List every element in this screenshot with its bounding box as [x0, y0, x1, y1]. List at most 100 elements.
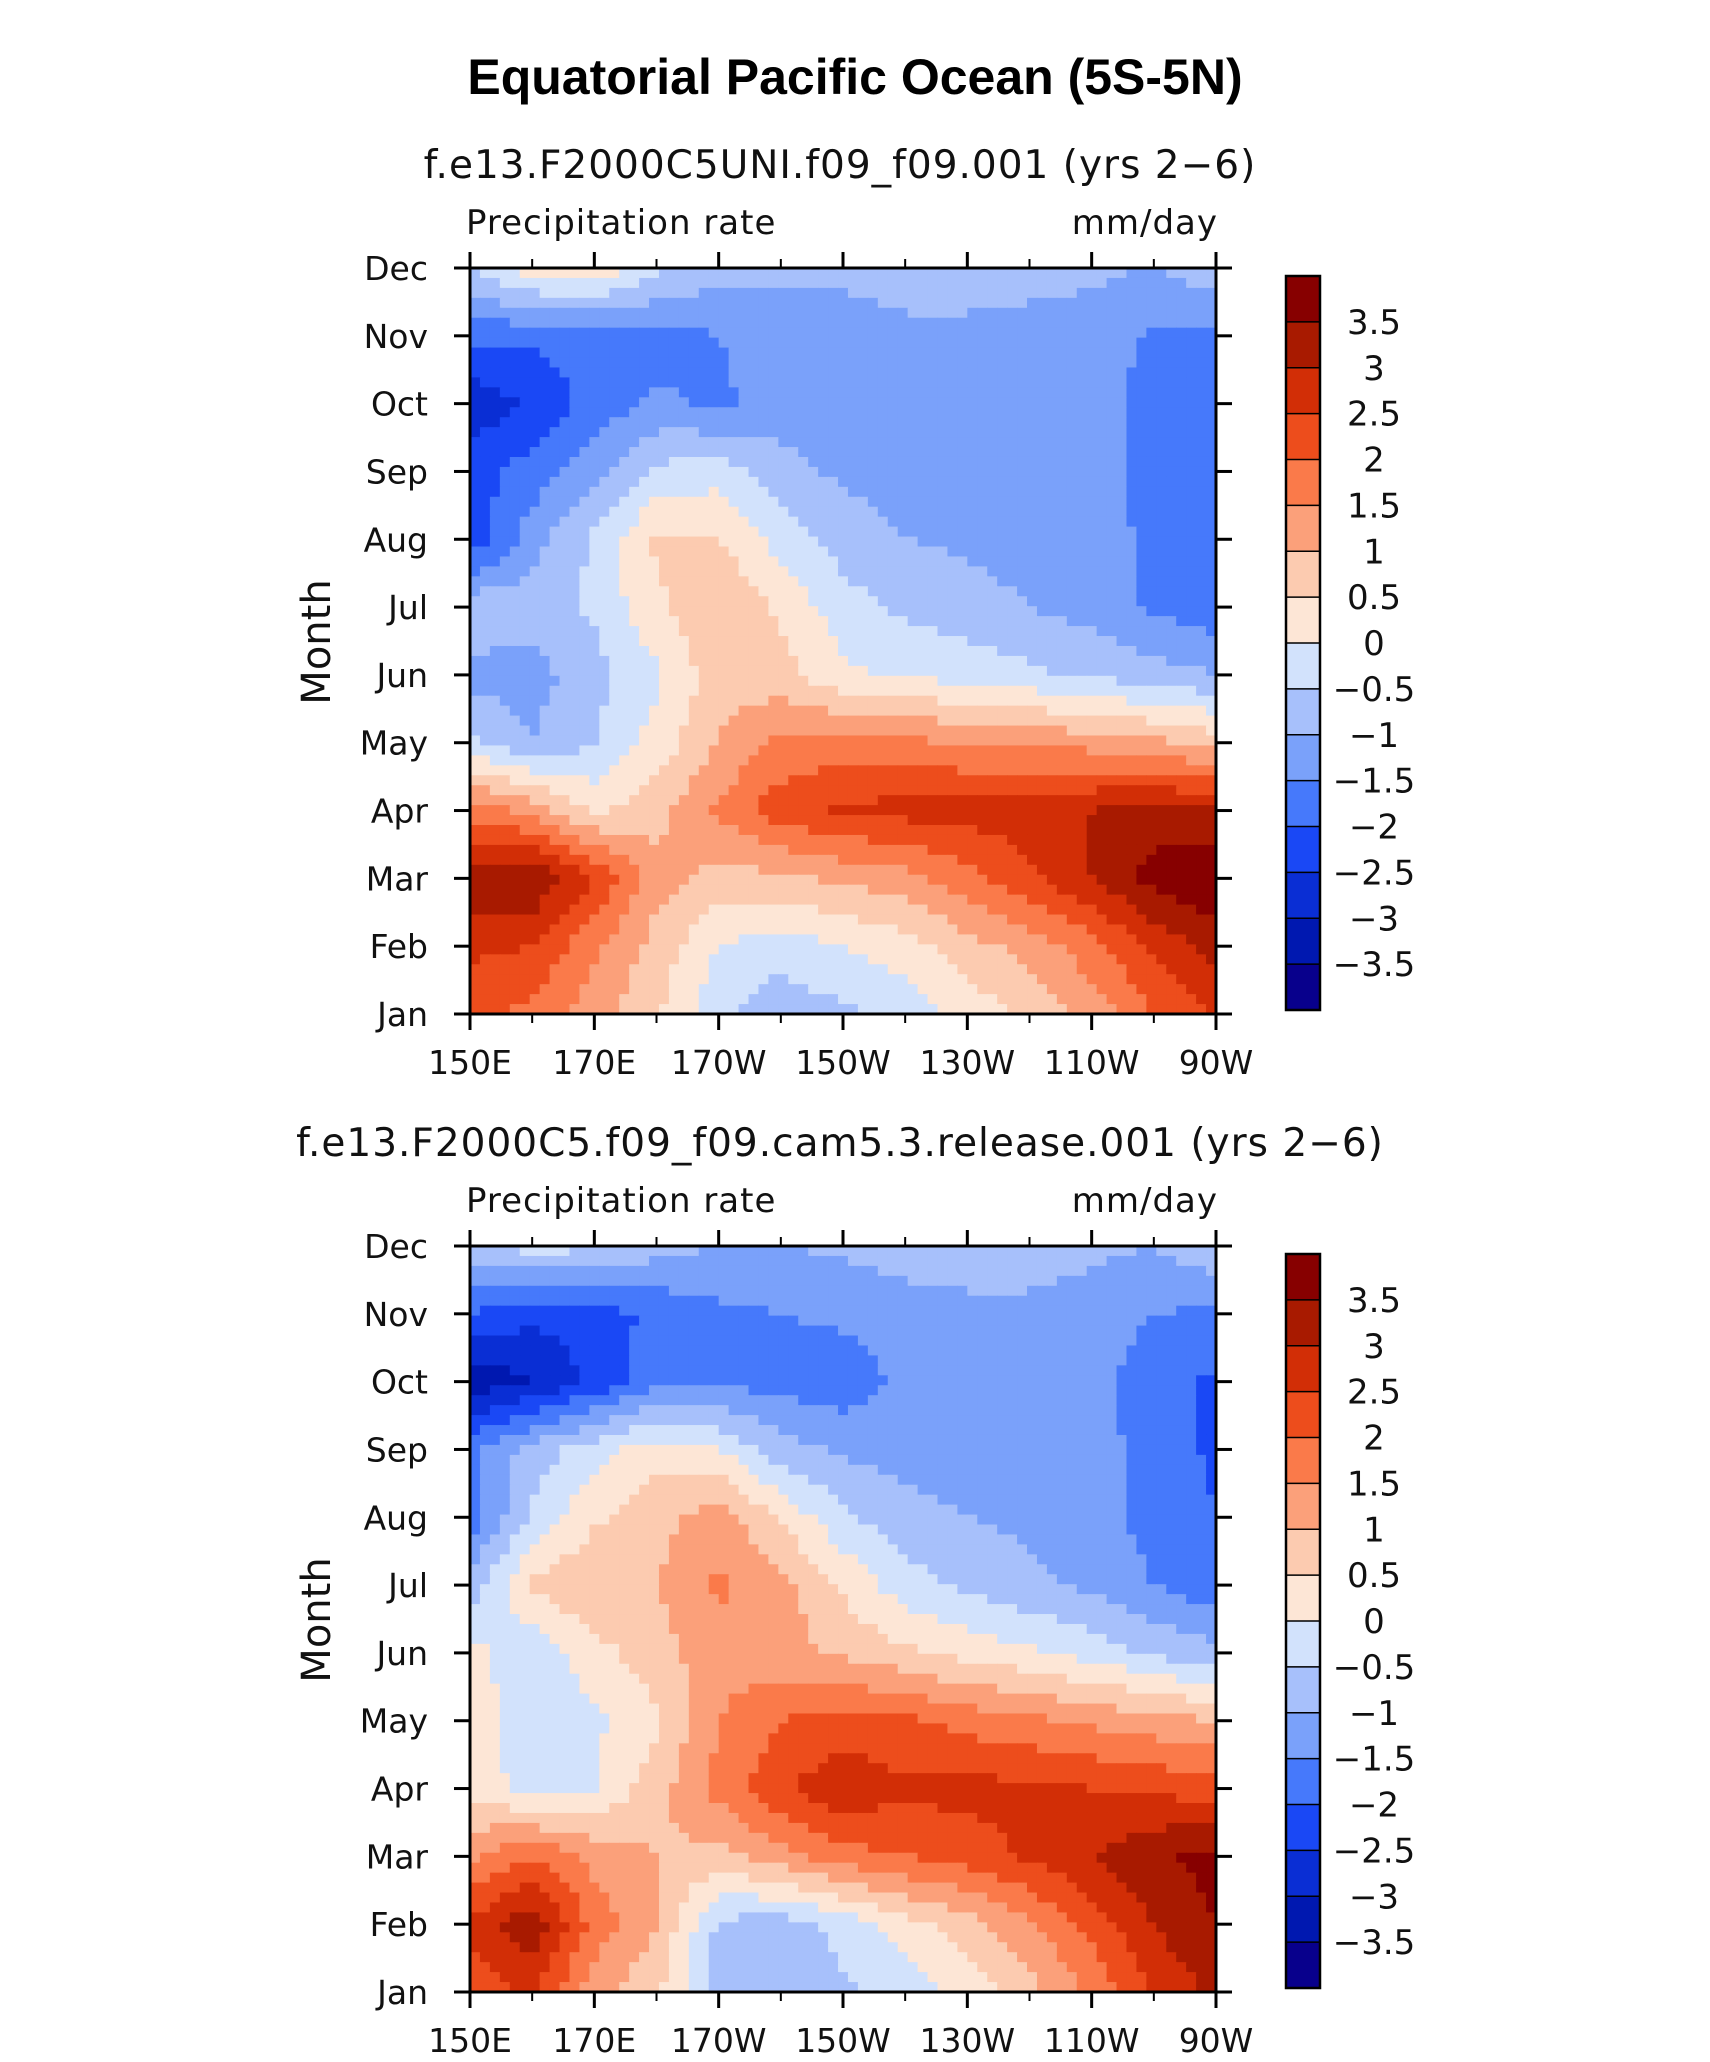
heatmap-cell — [798, 288, 809, 299]
heatmap-cell — [669, 656, 680, 667]
heatmap-cell — [1126, 775, 1137, 786]
heatmap-cell — [768, 288, 779, 299]
heatmap-cell — [928, 457, 939, 468]
heatmap-cell — [520, 417, 531, 428]
heatmap-cell — [898, 805, 909, 816]
heatmap-cell — [898, 745, 909, 756]
heatmap-cell — [828, 716, 839, 727]
heatmap-cell — [1146, 387, 1157, 398]
heatmap-cell — [768, 427, 779, 438]
heatmap-cell — [828, 855, 839, 866]
heatmap-cell — [619, 686, 630, 697]
heatmap-cell — [997, 895, 1008, 906]
heatmap-cell — [1047, 586, 1058, 597]
heatmap-cell — [699, 855, 710, 866]
heatmap-cell — [758, 735, 769, 746]
heatmap-cell — [699, 556, 710, 567]
heatmap-cell — [798, 367, 809, 378]
heatmap-cell — [709, 696, 720, 707]
heatmap-cell — [768, 885, 779, 896]
heatmap-cell — [719, 377, 730, 388]
heatmap-cell — [629, 427, 640, 438]
heatmap-cell — [1176, 417, 1187, 428]
heatmap-cell — [1186, 895, 1197, 906]
heatmap-cell — [987, 895, 998, 906]
heatmap-cell — [490, 328, 501, 339]
heatmap-cell — [649, 517, 660, 528]
heatmap-cell — [1146, 348, 1157, 359]
heatmap-cell — [838, 318, 849, 329]
heatmap-cell — [1107, 706, 1118, 717]
heatmap-cell — [788, 775, 799, 786]
heatmap-cell — [560, 646, 571, 657]
heatmap-cell — [858, 676, 869, 687]
heatmap-cell — [560, 338, 571, 349]
heatmap-cell — [1007, 745, 1018, 756]
heatmap-cell — [818, 596, 829, 607]
heatmap-cell — [758, 805, 769, 816]
heatmap-cell — [739, 457, 750, 468]
heatmap-cell — [510, 407, 521, 418]
heatmap-cell — [520, 706, 531, 717]
heatmap-cell — [609, 437, 620, 448]
heatmap-cell — [828, 497, 839, 508]
heatmap-cell — [1107, 576, 1118, 587]
heatmap-cell — [758, 586, 769, 597]
heatmap-cell — [908, 527, 919, 538]
heatmap-cell — [729, 517, 740, 528]
heatmap-cell — [838, 547, 849, 558]
heatmap-cell — [1077, 268, 1088, 279]
heatmap-cell — [510, 576, 521, 587]
heatmap-cell — [540, 298, 551, 309]
heatmap-cell — [1007, 507, 1018, 518]
heatmap-cell — [560, 636, 571, 647]
heatmap-cell — [1196, 895, 1207, 906]
heatmap-cell — [530, 586, 541, 597]
heatmap-cell — [749, 915, 760, 926]
heatmap-cell — [679, 547, 690, 558]
heatmap-cell — [997, 497, 1008, 508]
heatmap-cell — [957, 477, 968, 488]
heatmap-cell — [977, 686, 988, 697]
heatmap-cell — [987, 298, 998, 309]
heatmap-cell — [1176, 547, 1187, 558]
heatmap-cell — [719, 805, 730, 816]
heatmap-cell — [1087, 706, 1098, 717]
heatmap-cell — [918, 686, 929, 697]
heatmap-cell — [788, 795, 799, 806]
heatmap-cell — [937, 646, 948, 657]
heatmap-cell — [778, 517, 789, 528]
heatmap-cell — [540, 656, 551, 667]
heatmap-cell — [1156, 507, 1167, 518]
heatmap-cell — [669, 397, 680, 408]
heatmap-cell — [659, 387, 670, 398]
heatmap-cell — [1057, 318, 1068, 329]
heatmap-cell — [480, 457, 491, 468]
heatmap-cell — [1007, 815, 1018, 826]
heatmap-cell — [828, 616, 839, 627]
heatmap-cell — [1196, 755, 1207, 766]
heatmap-cell — [1107, 467, 1118, 478]
heatmap-cell — [838, 606, 849, 617]
heatmap-cell — [719, 656, 730, 667]
heatmap-cell — [1117, 646, 1128, 657]
heatmap-cell — [997, 507, 1008, 518]
heatmap-cell — [1017, 537, 1028, 548]
heatmap-cell — [550, 666, 561, 677]
heatmap-cell — [1027, 815, 1038, 826]
heatmap-cell — [768, 447, 779, 458]
heatmap-cell — [619, 517, 630, 528]
heatmap-cell — [828, 805, 839, 816]
heatmap-cell — [709, 537, 720, 548]
heatmap-cell — [1166, 517, 1177, 528]
heatmap-cell — [818, 278, 829, 289]
heatmap-cell — [490, 527, 501, 538]
heatmap-cell — [619, 467, 630, 478]
heatmap-cell — [928, 626, 939, 637]
heatmap-cell — [848, 716, 859, 727]
heatmap-cell — [749, 527, 760, 538]
heatmap-cell — [1107, 616, 1118, 627]
heatmap-cell — [977, 397, 988, 408]
heatmap-cell — [788, 676, 799, 687]
heatmap-cell — [679, 397, 690, 408]
